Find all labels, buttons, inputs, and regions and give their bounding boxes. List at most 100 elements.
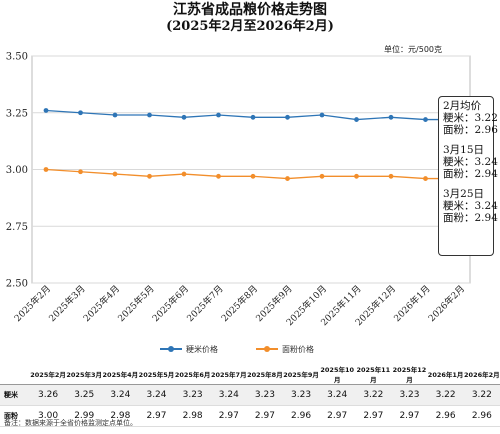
data-point (43, 108, 49, 113)
x-tick-label: 2025年3月 (46, 283, 87, 324)
table-header-cell: 2025年11月 (355, 364, 392, 385)
data-point (181, 171, 187, 177)
table-header-cell: 2025年7月 (210, 364, 247, 385)
page-subtitle: (2025年2月至2026年2月) (166, 19, 334, 34)
table-cell: 3.23 (246, 384, 283, 406)
y-tick-label: 3.50 (6, 52, 28, 63)
data-point (112, 171, 118, 177)
legend-label-rice: 粳米价格 (186, 344, 218, 354)
callout-flour: 面粉：2.94 (443, 212, 498, 224)
data-point (285, 114, 290, 120)
callout-heading: 3月15日 (443, 144, 485, 156)
table-cell: 3.25 (66, 384, 103, 406)
data-point (147, 112, 152, 118)
x-tick-label: 2026年2月 (426, 283, 467, 324)
y-tick-label: 2.50 (6, 279, 28, 290)
table-cell: 3.00 (30, 405, 67, 427)
callout-heading: 3月25日 (443, 188, 485, 200)
table-cell: 3.23 (174, 384, 211, 406)
table-header-cell: 2025年10月 (319, 364, 356, 385)
table-cell: 2.99 (66, 405, 103, 427)
callout-flour: 面粉：2.96 (443, 124, 498, 136)
table-cell: 3.24 (138, 384, 175, 406)
data-point (43, 167, 49, 172)
callout-group-feb-avg: 2月均价 粳米：3.22 面粉：2.96 (443, 100, 498, 136)
callout-group-mar-25: 3月25日 粳米：3.24 面粉：2.94 (443, 188, 498, 224)
data-point (354, 117, 359, 122)
callout-rice: 粳米：3.24 (443, 200, 498, 212)
table-cell: 2.97 (138, 405, 175, 427)
table-cell: 3.23 (391, 384, 428, 406)
table-cell: 2.98 (102, 405, 139, 427)
data-point (112, 112, 118, 118)
table-cell: 2.97 (391, 405, 428, 427)
x-tick-label: 2025年7月 (184, 283, 225, 324)
x-tick-label: 2025年8月 (219, 283, 260, 324)
callout-heading: 2月均价 (443, 100, 482, 112)
table-row-label: 粳米 (0, 384, 30, 406)
footnote: 备注：数据来源于全省价格监测定点单位。 (4, 419, 137, 427)
data-point (78, 110, 83, 116)
data-point (423, 176, 428, 181)
table-cell: 3.23 (282, 384, 320, 406)
price-callout-box: 2月均价 粳米：3.22 面粉：2.96 3月15日 粳米：3.24 面粉：2.… (438, 96, 498, 256)
table-header-cell: 2025年9月 (282, 364, 320, 385)
unit-note: 单位：元/500克 (384, 45, 442, 54)
x-tick-label: 2025年6月 (150, 283, 191, 324)
x-tick-label: 2025年4月 (81, 283, 122, 324)
table-cell: 2.97 (355, 405, 392, 427)
table-cell: 3.22 (463, 384, 500, 406)
table-header-cell: 2025年3月 (66, 364, 103, 385)
table-cell: 2.97 (210, 405, 247, 427)
data-point (285, 176, 290, 181)
callout-group-mar-15: 3月15日 粳米：3.24 面粉：2.94 (443, 144, 498, 180)
table-header-row: 2025年2月 2025年3月 2025年4月 2025年5月 2025年6月 … (0, 364, 500, 385)
callout-rice: 粳米：3.22 (443, 112, 498, 124)
data-table: 2025年2月 2025年3月 2025年4月 2025年5月 2025年6月 … (0, 364, 500, 427)
table-header-cell: 2025年5月 (138, 364, 175, 385)
legend-label-flour: 面粉价格 (282, 344, 314, 354)
y-tick-label: 3.00 (6, 165, 28, 176)
data-point (181, 114, 187, 120)
table-row-label: 面粉 (0, 405, 30, 427)
chart-legend: 粳米价格 面粉价格 (0, 342, 500, 356)
table-cell: 3.24 (102, 384, 139, 406)
table-cell: 2.98 (174, 405, 211, 427)
table-cell: 2.96 (427, 405, 464, 427)
legend-swatch-rice (160, 344, 182, 354)
table-header-cell: 2025年12月 (391, 364, 428, 385)
x-tick-label: 2026年1月 (391, 283, 432, 324)
callout-flour: 面粉：2.94 (443, 168, 498, 180)
legend-item-rice: 粳米价格 (160, 342, 218, 356)
y-tick-label: 2.75 (6, 222, 28, 233)
x-tick-label: 2025年5月 (115, 283, 156, 324)
legend-swatch-flour (256, 344, 278, 354)
table-row: 粳米 3.26 3.25 3.24 3.24 3.23 3.24 3.23 3.… (0, 384, 500, 406)
data-point (78, 169, 83, 175)
table-header-cell: 2025年2月 (30, 364, 67, 385)
data-point (319, 173, 325, 179)
table-header-cell: 2025年6月 (174, 364, 211, 385)
table-header-cell: 2025年8月 (246, 364, 283, 385)
legend-item-flour: 面粉价格 (256, 342, 314, 356)
table-cell: 2.97 (319, 405, 356, 427)
data-point (354, 173, 359, 179)
table-header-cell: 2026年1月 (427, 364, 464, 385)
table-header-cell: 2025年4月 (102, 364, 139, 385)
table-row: 面粉 3.00 2.99 2.98 2.97 2.98 2.97 2.97 2.… (0, 405, 500, 427)
callout-rice: 粳米：3.24 (443, 156, 498, 168)
data-point (319, 112, 325, 118)
data-point (423, 117, 428, 122)
page-title: 江苏省成品粮价格走势图 (173, 2, 327, 18)
table-cell: 2.97 (246, 405, 283, 427)
table-cell: 3.22 (355, 384, 392, 406)
data-point (147, 173, 152, 179)
data-point (216, 112, 221, 118)
table-cell: 3.22 (427, 384, 464, 406)
table-cell: 2.96 (282, 405, 320, 427)
data-point (388, 173, 394, 179)
data-point (388, 114, 394, 120)
table-cell: 3.24 (210, 384, 247, 406)
data-point (250, 114, 256, 120)
data-point (216, 173, 221, 179)
